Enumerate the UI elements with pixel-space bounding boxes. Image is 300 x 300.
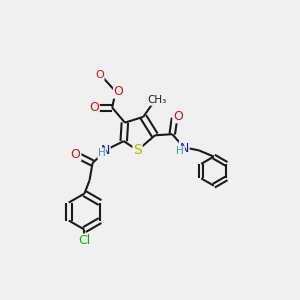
Text: H: H: [98, 148, 106, 158]
Text: H: H: [176, 146, 184, 157]
Text: N: N: [100, 144, 110, 157]
Text: O: O: [95, 70, 104, 80]
Text: S: S: [133, 143, 142, 157]
Text: CH₃: CH₃: [147, 95, 166, 105]
Text: O: O: [71, 148, 81, 161]
Text: O: O: [89, 101, 99, 114]
Text: O: O: [173, 110, 183, 123]
Text: O: O: [114, 85, 124, 98]
Text: N: N: [180, 142, 189, 154]
Text: Cl: Cl: [78, 234, 91, 247]
